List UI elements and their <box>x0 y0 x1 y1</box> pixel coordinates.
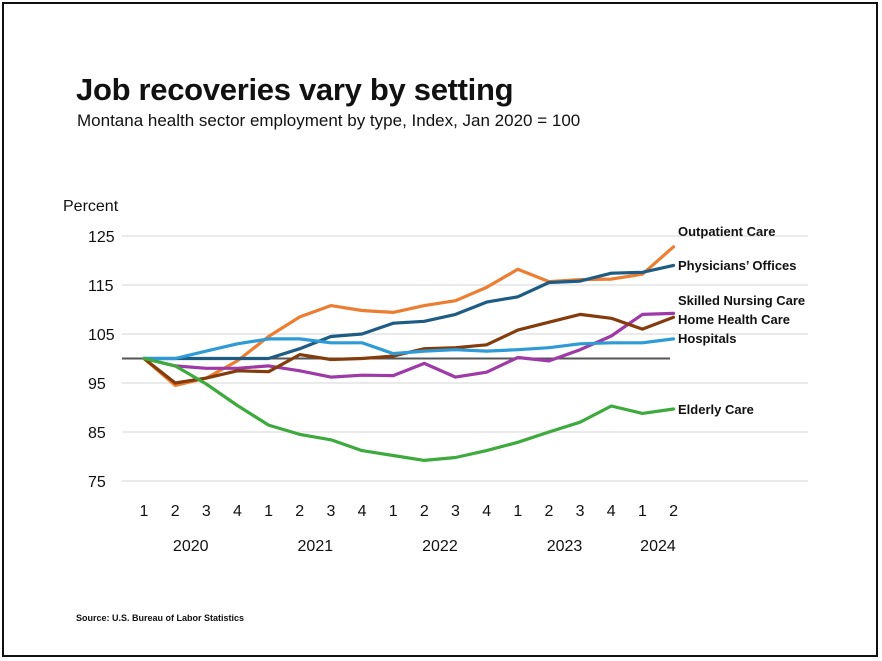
y-tick-85: 85 <box>88 425 106 442</box>
series-label-skilled-nursing-care: Skilled Nursing Care <box>678 293 805 308</box>
series-label-elderly-care: Elderly Care <box>678 402 754 417</box>
x-tick-16: 1 <box>638 503 647 520</box>
series-label-outpatient-care: Outpatient Care <box>678 224 776 239</box>
year-label-2021: 2021 <box>298 538 334 555</box>
x-tick-13: 2 <box>544 503 553 520</box>
x-tick-9: 2 <box>420 503 429 520</box>
gridlines <box>122 235 808 482</box>
year-label-2024: 2024 <box>640 538 676 555</box>
y-tick-95: 95 <box>88 376 106 393</box>
x-tick-10: 3 <box>451 503 460 520</box>
series-line-physicians-offices <box>142 263 676 361</box>
x-tick-7: 4 <box>358 503 367 520</box>
x-tick-5: 2 <box>295 503 304 520</box>
x-year-labels: 2020 2021 2022 2023 2024 <box>173 538 676 555</box>
chart-subtitle: Montana health sector employment by type… <box>77 111 581 130</box>
y-tick-125: 125 <box>88 229 115 246</box>
series-line-elderly-care <box>142 356 676 462</box>
x-tick-14: 3 <box>576 503 585 520</box>
y-tick-75: 75 <box>88 474 106 491</box>
series-line-hospitals <box>142 337 676 361</box>
x-tick-4: 1 <box>264 503 273 520</box>
series-line-skilled-nursing-care <box>142 311 676 379</box>
x-tick-8: 1 <box>389 503 398 520</box>
x-tick-12: 1 <box>513 503 522 520</box>
x-tick-3: 4 <box>233 503 242 520</box>
x-tick-labels: 1 2 3 4 1 2 3 4 1 2 3 4 1 2 3 4 1 2 <box>140 503 679 520</box>
series-label-physicians-offices: Physicians’ Offices <box>678 258 797 273</box>
x-tick-1: 2 <box>171 503 180 520</box>
x-tick-15: 4 <box>607 503 616 520</box>
x-tick-0: 1 <box>140 503 149 520</box>
y-tick-labels: 125 115 105 95 85 75 <box>88 229 115 491</box>
x-tick-6: 3 <box>326 503 335 520</box>
x-tick-17: 2 <box>669 503 678 520</box>
series-label-hospitals: Hospitals <box>678 331 737 346</box>
y-tick-115: 115 <box>88 278 114 295</box>
y-axis-label: Percent <box>63 198 119 215</box>
chart-title: Job recoveries vary by setting <box>76 72 514 107</box>
x-tick-2: 3 <box>202 503 211 520</box>
series-lines <box>142 245 676 462</box>
series-labels: Outpatient Care Physicians’ Offices Skille… <box>678 224 805 417</box>
year-label-2022: 2022 <box>422 538 458 555</box>
x-tick-11: 4 <box>482 503 491 520</box>
year-label-2020: 2020 <box>173 538 209 555</box>
series-label-home-health-care: Home Health Care <box>678 312 790 327</box>
y-tick-105: 105 <box>88 327 115 344</box>
source-note: Source: U.S. Bureau of Labor Statistics <box>76 613 245 623</box>
year-label-2023: 2023 <box>547 538 583 555</box>
